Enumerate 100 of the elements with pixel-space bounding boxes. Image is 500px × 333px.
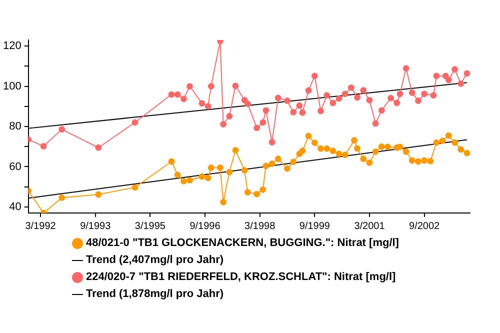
point: [427, 158, 434, 164]
point: [198, 173, 206, 180]
x-tick-label: 9/1999: [299, 220, 330, 232]
point: [180, 96, 187, 102]
point: [433, 72, 440, 80]
point: [394, 100, 400, 106]
y-tick-label: 40: [9, 200, 22, 213]
point: [336, 150, 342, 158]
x-tick-label: 3/1995: [134, 220, 166, 232]
point: [244, 100, 251, 107]
point: [348, 84, 354, 91]
point: [318, 145, 324, 152]
y-tick-label: 80: [9, 120, 22, 133]
point: [174, 172, 181, 178]
point: [168, 158, 175, 165]
point: [378, 143, 385, 150]
legend-label: 48/021-0 "TB1 GLOCKENACKERN, BUGGING.": Nitrat [mg/l]: [86, 236, 399, 251]
point: [299, 109, 306, 116]
point: [354, 94, 361, 101]
x-tick-label: 9/1996: [190, 220, 221, 232]
point: [208, 164, 214, 171]
point: [402, 65, 410, 72]
point: [262, 162, 270, 170]
point: [458, 146, 464, 153]
point: [324, 145, 330, 152]
point: [384, 144, 391, 150]
y-tick-label: 100: [2, 80, 22, 92]
point: [415, 98, 422, 104]
point: [220, 198, 226, 206]
point: [268, 160, 276, 167]
legend-label: 224/020-7 "TB1 RIEDERFELD, KROZ.SCHLAT": Nitrat [mg/l]: [86, 270, 396, 285]
point: [445, 132, 452, 139]
point: [330, 100, 336, 106]
point: [284, 98, 290, 104]
point: [372, 120, 379, 127]
point: [58, 126, 66, 133]
point: [421, 157, 428, 164]
point: [296, 102, 303, 109]
point: [260, 186, 266, 193]
point: [244, 189, 251, 196]
point: [318, 108, 324, 114]
y-tick-label: 60: [9, 160, 22, 173]
point: [305, 87, 312, 94]
legend-label: Trend (1,878mg/l pro Jahr): [86, 287, 224, 302]
point: [132, 184, 138, 191]
point: [241, 167, 248, 174]
x-tick-label: 9/2002: [409, 220, 440, 232]
point: [402, 148, 410, 155]
point: [204, 174, 212, 182]
point: [433, 139, 440, 146]
point: [415, 158, 422, 165]
y-tick-label: 120: [2, 40, 22, 52]
point: [430, 92, 437, 99]
x-tick-label: 3/1998: [244, 220, 276, 232]
point: [408, 157, 416, 164]
point: [354, 145, 361, 152]
point: [299, 148, 306, 154]
point: [372, 148, 379, 155]
legend-label: Trend (2,407mg/l pro Jahr): [86, 253, 224, 268]
point: [198, 100, 206, 107]
point: [260, 119, 266, 126]
point: [290, 158, 297, 166]
point: [324, 92, 330, 99]
point: [217, 164, 224, 171]
point: [342, 90, 348, 98]
x-tick-label: 3/2001: [354, 220, 386, 232]
point: [360, 87, 367, 94]
point: [464, 150, 470, 156]
point: [351, 137, 358, 144]
point: [408, 90, 416, 96]
point: [268, 138, 276, 146]
point: [396, 90, 404, 98]
point: [274, 94, 282, 102]
point: [168, 91, 175, 98]
point: [452, 66, 458, 73]
point: [330, 148, 336, 154]
point: [174, 91, 181, 98]
point: [388, 94, 394, 102]
point: [452, 139, 458, 146]
point: [226, 168, 233, 176]
point: [311, 140, 318, 146]
point: [366, 96, 373, 104]
point: [226, 113, 233, 120]
point: [186, 83, 193, 90]
point: [421, 90, 428, 98]
point: [232, 82, 239, 90]
point: [40, 143, 47, 150]
point: [366, 160, 373, 166]
point: [464, 70, 470, 77]
point: [262, 107, 270, 114]
point: [58, 194, 66, 201]
point: [378, 107, 385, 114]
point: [311, 72, 318, 80]
point: [274, 156, 282, 162]
point: [305, 132, 312, 140]
point: [396, 144, 404, 150]
point: [254, 190, 260, 198]
point: [439, 138, 446, 144]
x-tick-label: 9/1993: [80, 220, 112, 232]
point: [360, 156, 367, 162]
